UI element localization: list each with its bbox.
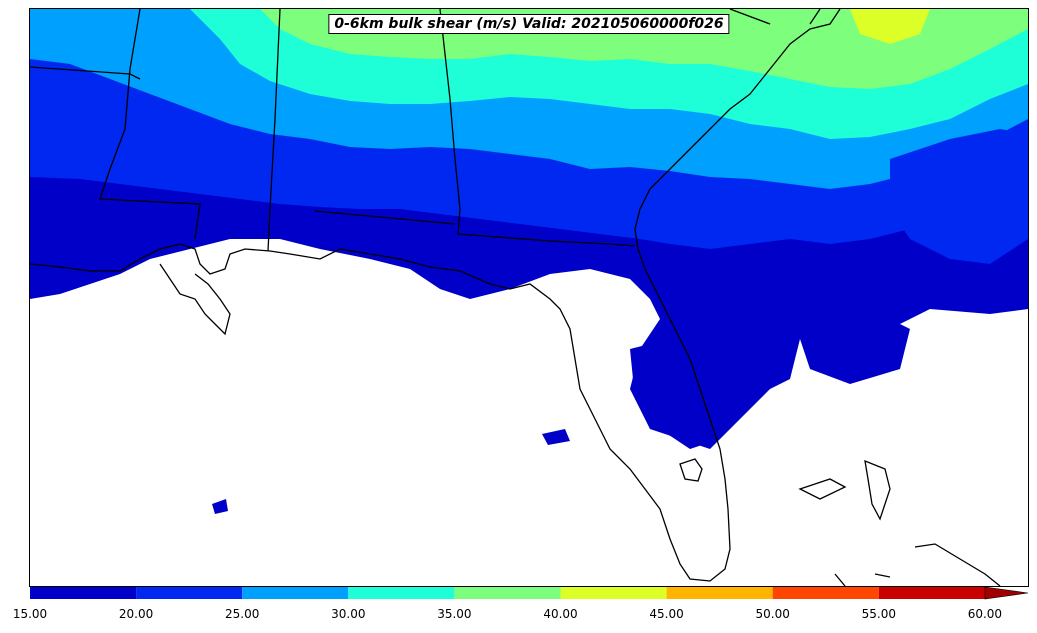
map-panel: 0-6km bulk shear (m/s) Valid: 2021050600… — [29, 8, 1029, 587]
colorbar — [30, 586, 1029, 600]
colorbar-tick-label: 60.00 — [967, 607, 1003, 621]
colorbar-tick-label: 25.00 — [225, 607, 260, 621]
shear-field-map — [30, 9, 1028, 586]
colorbar-tick-label: 35.00 — [437, 607, 472, 621]
colorbar-extend-arrow — [984, 586, 1029, 600]
map-title: 0-6km bulk shear (m/s) Valid: 2021050600… — [328, 14, 730, 34]
colorbar-segment — [454, 587, 561, 599]
colorbar-segment — [666, 587, 773, 599]
band-15-20-speck-2 — [212, 499, 228, 514]
colorbar-segment — [348, 587, 455, 599]
band-15-20-atlantic-patch — [790, 304, 910, 384]
colorbar-segment — [560, 587, 667, 599]
band-20-25-atlantic-patch — [890, 129, 1028, 264]
colorbar-segment — [242, 587, 349, 599]
colorbar-tick-label: 50.00 — [755, 607, 790, 621]
colorbar-tick-label: 30.00 — [331, 607, 366, 621]
colorbar-tick-label: 40.00 — [543, 607, 578, 621]
band-15-20-florida-patch — [630, 339, 730, 449]
band-15-20-west-patch — [60, 209, 100, 244]
colorbar-tick-label: 45.00 — [649, 607, 684, 621]
band-40-45 — [850, 9, 930, 44]
colorbar-tick-label: 20.00 — [118, 607, 154, 621]
band-15-20-speck — [542, 429, 570, 445]
coastline-and-borders — [30, 9, 1001, 586]
colorbar-segment — [30, 587, 137, 599]
colorbar-svg — [30, 586, 1029, 600]
colorbar-tick-label: 55.00 — [861, 607, 896, 621]
colorbar-segment — [136, 587, 243, 599]
colorbar-segment — [878, 587, 985, 599]
colorbar-tick-label: 15.00 — [12, 607, 48, 621]
colorbar-segment — [772, 587, 879, 599]
